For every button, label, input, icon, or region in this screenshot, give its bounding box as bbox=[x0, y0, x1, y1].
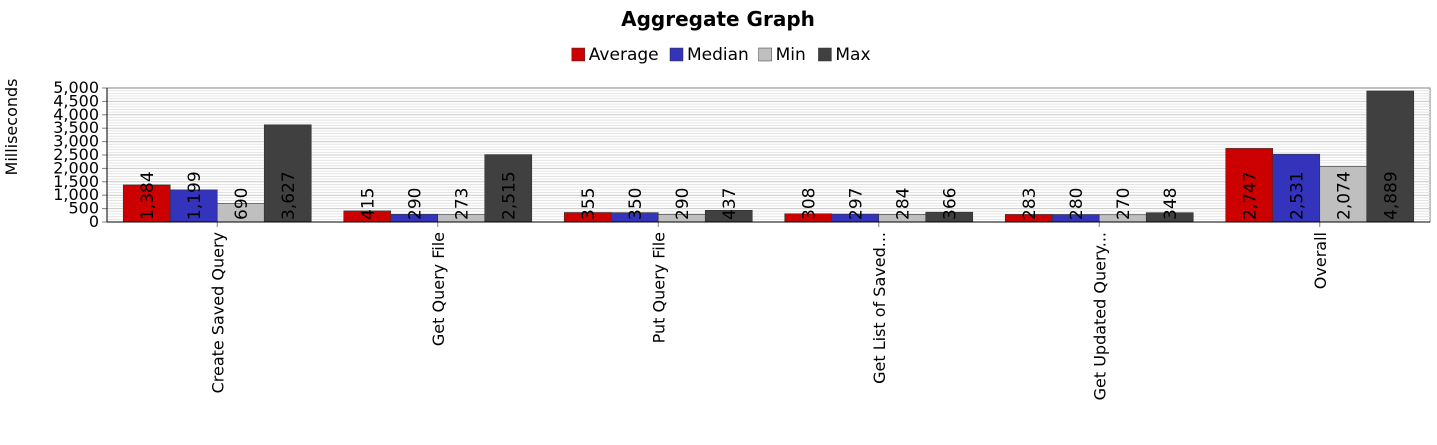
x-category-label: Create Saved Query bbox=[208, 232, 227, 393]
y-tick-label: 2,500 bbox=[53, 145, 99, 164]
y-tick-label: 4,500 bbox=[53, 91, 99, 110]
plot-area: 05001,0001,5002,0002,5003,0003,5004,0004… bbox=[53, 78, 1431, 400]
bar-value-label: 297 bbox=[846, 188, 866, 220]
bar-value-label: 290 bbox=[673, 188, 693, 220]
bar-value-label: 284 bbox=[893, 188, 913, 220]
y-tick-label: 500 bbox=[68, 199, 99, 218]
bar-value-label: 273 bbox=[452, 188, 472, 220]
bar-value-label: 4,889 bbox=[1381, 171, 1401, 220]
y-tick-label: 5,000 bbox=[53, 78, 99, 97]
x-category-label: Get List of Saved... bbox=[870, 232, 889, 384]
bar-value-label: 280 bbox=[1067, 188, 1087, 220]
legend-label-max: Max bbox=[835, 45, 870, 65]
bar-value-label: 350 bbox=[626, 188, 646, 220]
y-tick-label: 1,000 bbox=[53, 185, 99, 204]
bar-average-0 bbox=[122, 184, 171, 223]
legend-swatch-average bbox=[571, 47, 586, 62]
bar-value-label: 2,515 bbox=[499, 171, 519, 220]
bar-value-label: 2,074 bbox=[1334, 171, 1354, 220]
y-tick-label: 1,500 bbox=[53, 172, 99, 191]
bar-value-label: 290 bbox=[405, 188, 425, 220]
legend-swatch-max bbox=[818, 47, 832, 62]
bar-value-label: 283 bbox=[1020, 188, 1040, 220]
x-category-label: Overall bbox=[1311, 232, 1330, 289]
bar-value-label: 355 bbox=[579, 188, 599, 220]
bar-max-1 bbox=[484, 154, 533, 223]
bar-value-label: 2,531 bbox=[1287, 171, 1307, 220]
bar-value-label: 437 bbox=[720, 188, 740, 220]
legend-swatch-median bbox=[669, 47, 684, 62]
bar-value-label: 3,627 bbox=[279, 171, 299, 220]
bar-value-label: 366 bbox=[940, 188, 960, 220]
legend-label-median: Median bbox=[687, 45, 749, 65]
legend-label-average: Average bbox=[589, 45, 659, 65]
legend: Average Median Min Max bbox=[571, 45, 871, 65]
bar-max-0 bbox=[263, 124, 312, 223]
bar-value-label: 415 bbox=[358, 188, 378, 220]
x-category-label: Put Query File bbox=[649, 232, 668, 343]
y-tick-label: 4,000 bbox=[53, 105, 99, 124]
legend-label-min: Min bbox=[776, 45, 806, 65]
y-tick-label: 3,000 bbox=[53, 132, 99, 151]
x-category-label: Get Query File bbox=[429, 232, 448, 346]
bar-value-label: 1,384 bbox=[138, 171, 158, 220]
bar-value-label: 270 bbox=[1114, 188, 1134, 220]
y-tick-label: 0 bbox=[89, 212, 99, 231]
bar-average-5 bbox=[1225, 148, 1274, 223]
bar-value-label: 348 bbox=[1161, 188, 1181, 220]
y-axis-label: Milliseconds bbox=[2, 79, 21, 176]
bar-value-label: 1,199 bbox=[185, 171, 205, 220]
bar-value-label: 2,747 bbox=[1240, 171, 1260, 220]
bar-value-label: 308 bbox=[799, 188, 819, 220]
legend-swatch-min bbox=[758, 47, 772, 62]
bar-value-label: 690 bbox=[232, 188, 252, 220]
y-tick-label: 2,000 bbox=[53, 158, 99, 177]
y-tick-label: 3,500 bbox=[53, 118, 99, 137]
chart-title: Aggregate Graph bbox=[621, 7, 815, 31]
x-category-label: Get Updated Query... bbox=[1090, 232, 1109, 400]
